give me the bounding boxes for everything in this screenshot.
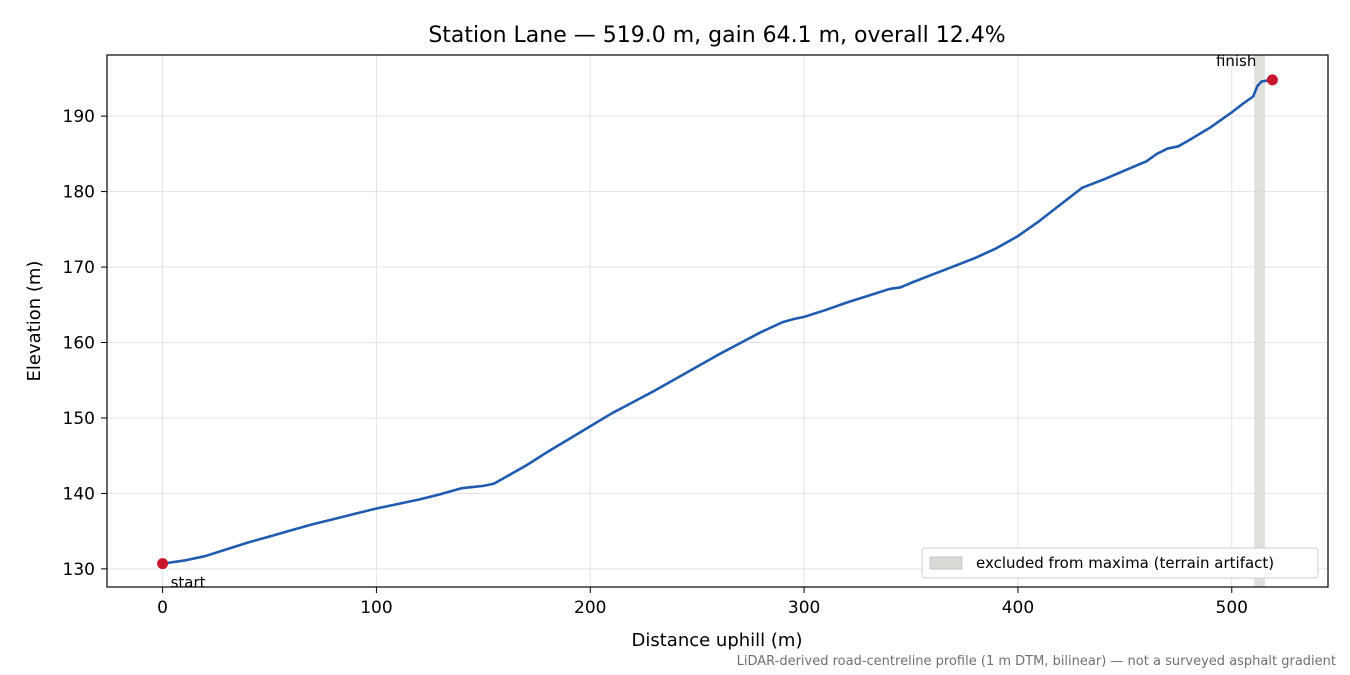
x-tick-label: 200 xyxy=(574,598,606,618)
x-tick-label: 300 xyxy=(788,598,820,618)
finish-label: finish xyxy=(1216,52,1256,70)
x-tick-label: 500 xyxy=(1216,598,1248,618)
marker-layer: start finish xyxy=(157,52,1278,592)
x-tick-label: 400 xyxy=(1002,598,1034,618)
grid-lines xyxy=(107,55,1328,587)
elevation-line xyxy=(161,78,1274,565)
x-tick-label: 100 xyxy=(360,598,392,618)
footnote: LiDAR-derived road-centreline profile (1… xyxy=(737,654,1336,669)
y-tick-label: 150 xyxy=(63,409,95,429)
y-tick-label: 130 xyxy=(63,560,95,580)
legend-label: excluded from maxima (terrain artifact) xyxy=(976,554,1274,572)
legend-frame xyxy=(921,547,1319,579)
excluded-band-layer xyxy=(1254,55,1265,587)
excluded-band xyxy=(1254,55,1265,587)
axis-ticks: 0 100 200 300 400 500 130 140 150 160 170 180 190 xyxy=(63,107,1248,618)
x-axis-label: Distance uphill (m) xyxy=(632,630,803,651)
start-marker xyxy=(157,558,169,570)
y-tick-label: 180 xyxy=(63,183,95,203)
plot-frame xyxy=(106,54,1329,588)
x-tick-label: 0 xyxy=(157,598,168,618)
y-tick-label: 170 xyxy=(63,258,95,278)
start-label: start xyxy=(171,574,206,592)
chart-title: Station Lane — 519.0 m, gain 64.1 m, ove… xyxy=(428,23,1005,48)
y-tick-label: 190 xyxy=(63,107,95,127)
y-axis-label: Elevation (m) xyxy=(24,261,45,382)
finish-marker xyxy=(1266,74,1278,86)
series-layer xyxy=(161,78,1274,565)
legend-swatch xyxy=(929,556,963,570)
legend: excluded from maxima (terrain artifact) xyxy=(921,547,1319,579)
y-tick-label: 140 xyxy=(63,484,95,504)
y-tick-label: 160 xyxy=(63,334,95,354)
